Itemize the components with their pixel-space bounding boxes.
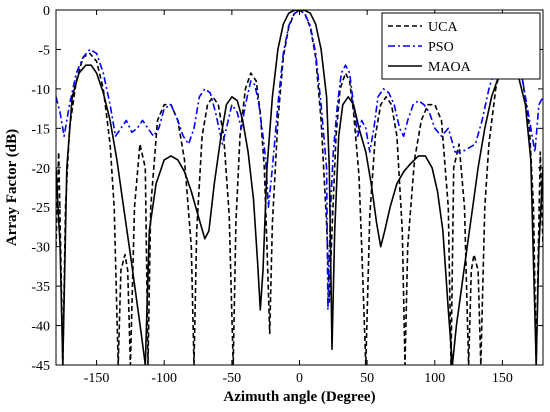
x-tick-label: 100 (424, 371, 445, 386)
y-tick-label: -30 (31, 241, 50, 256)
x-tick-label: 0 (296, 371, 303, 386)
x-axis: -150 -100 -50 0 50 100 150 (84, 10, 513, 386)
legend-label-pso: PSO (428, 40, 454, 55)
y-tick-label: 0 (43, 4, 50, 19)
y-axis-title: Array Factor (dB) (4, 129, 20, 246)
y-tick-label: -45 (31, 359, 50, 374)
x-tick-label: 150 (492, 371, 513, 386)
y-tick-label: -35 (31, 280, 50, 295)
series-line-pso (56, 10, 543, 311)
x-tick-label: 50 (360, 371, 374, 386)
legend: UCA PSO MAOA (381, 12, 541, 80)
y-tick-label: -15 (31, 122, 50, 137)
x-tick-label: -50 (223, 371, 242, 386)
x-axis-title: Azimuth angle (Degree) (223, 389, 375, 405)
legend-label-maoa: MAOA (428, 60, 472, 75)
y-tick-label: -40 (31, 320, 50, 335)
y-tick-label: -5 (38, 43, 50, 58)
x-tick-label: -150 (84, 371, 110, 386)
legend-label-uca: UCA (428, 20, 458, 35)
y-tick-label: -20 (31, 162, 50, 177)
series-line-uca (56, 10, 543, 365)
y-axis: 0 -5 -10 -15 -20 -25 -30 -35 -40 -45 (31, 4, 543, 374)
y-tick-label: -10 (31, 83, 50, 98)
x-tick-label: -100 (151, 371, 177, 386)
y-tick-label: -25 (31, 201, 50, 216)
